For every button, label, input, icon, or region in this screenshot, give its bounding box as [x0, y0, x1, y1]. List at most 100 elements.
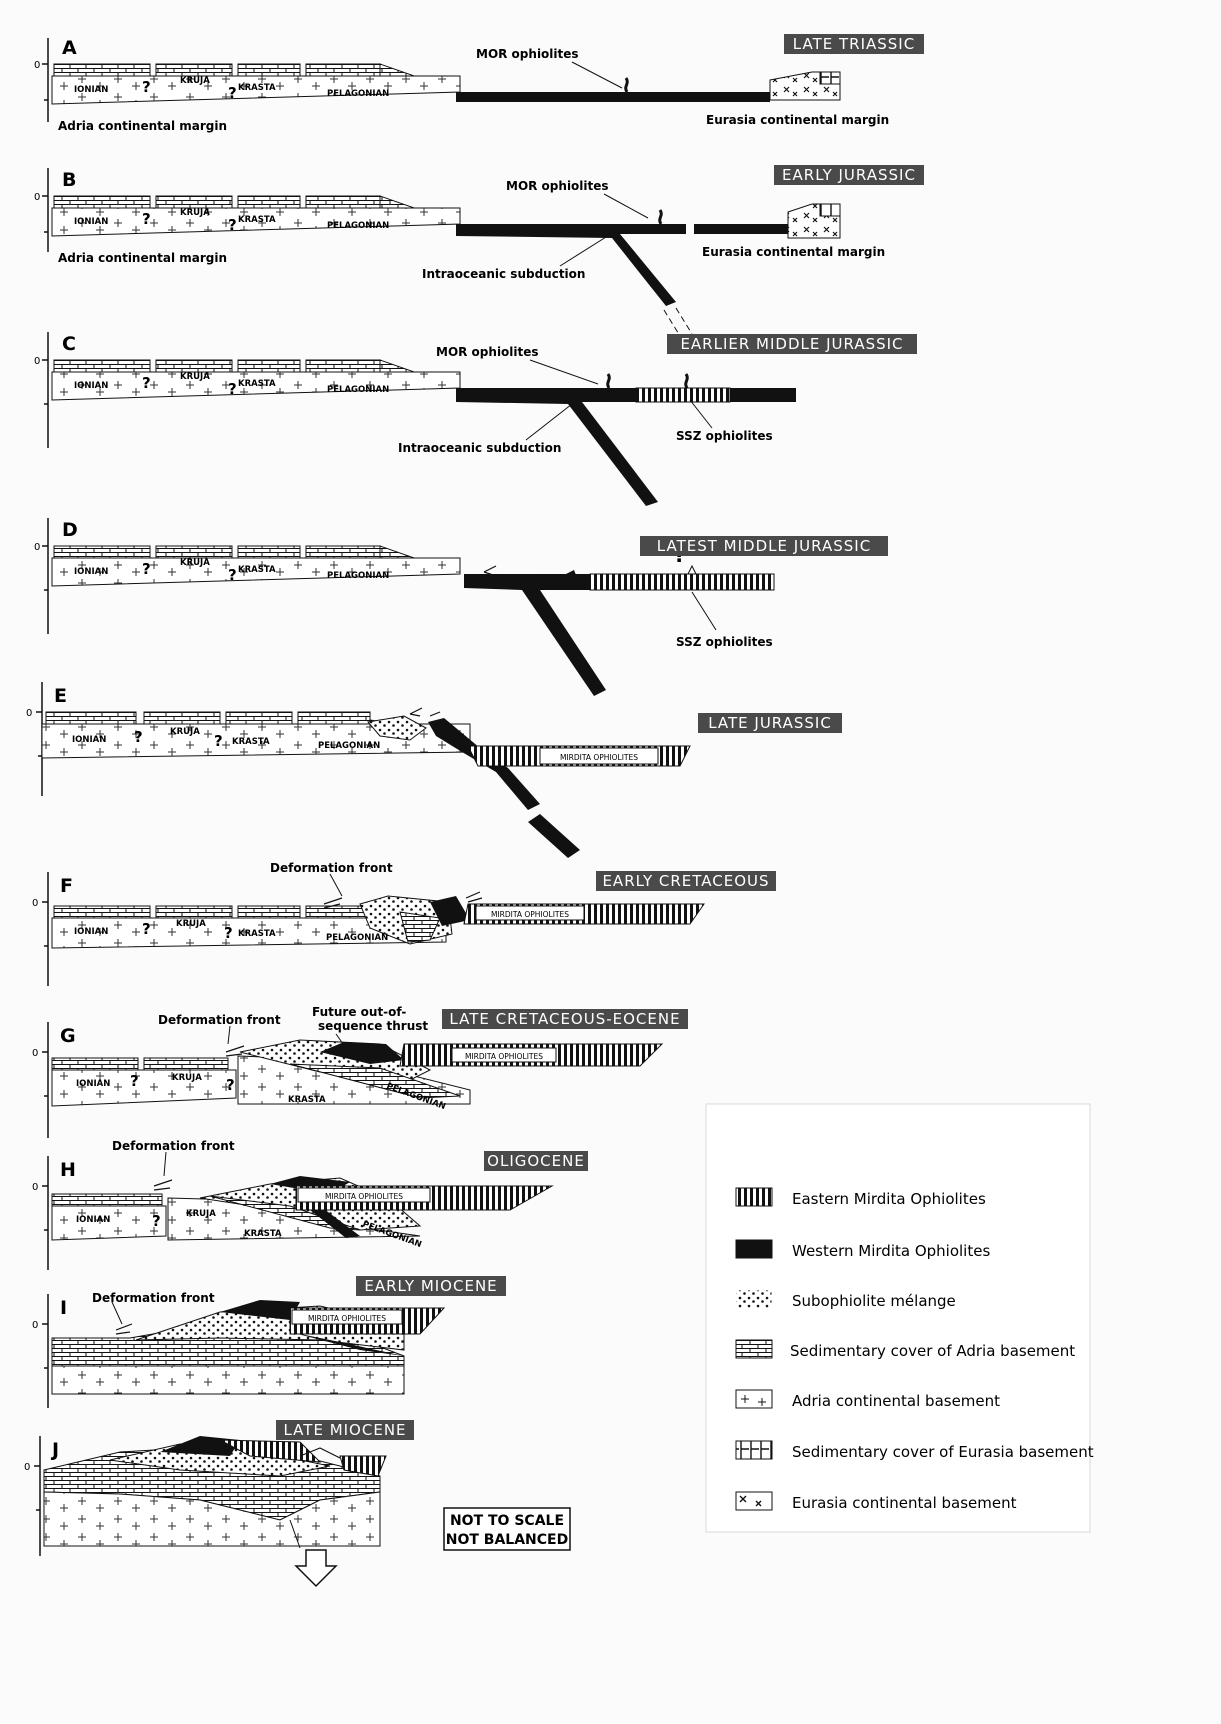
legend-item: Eurasia continental basement [735, 1491, 1017, 1512]
legend-item: Eastern Mirdita Ophiolites [735, 1187, 986, 1208]
western-ophiolites-swatch [735, 1239, 773, 1259]
unknown-mark: ? [228, 566, 237, 584]
depth-axis [42, 872, 49, 986]
unit-label: IONIAN [76, 1079, 110, 1089]
annotation: MOR ophiolites [506, 179, 609, 193]
unit-label: PELAGONIAN [327, 89, 389, 99]
depth-axis [42, 38, 49, 122]
depth-axis [42, 518, 49, 634]
unknown-mark: ? [226, 1076, 235, 1094]
stage-letter: B [62, 169, 76, 191]
annotation: Eurasia continental margin [702, 245, 885, 259]
depth-axis [42, 168, 49, 252]
legend-label: Subophiolite mélange [792, 1292, 956, 1310]
legend-item: Adria continental basement [735, 1389, 1000, 1410]
stage-tag: LATE JURASSIC [708, 714, 832, 732]
legend-label: Eurasia continental basement [792, 1494, 1017, 1512]
annotation: Eurasia continental margin [706, 113, 889, 127]
stage-tag: OLIGOCENE [487, 1152, 585, 1170]
stage-tag-bg [484, 1151, 588, 1171]
stage-tag: LATE CRETACEOUS-EOCENE [449, 1010, 680, 1028]
depth-axis [36, 682, 43, 796]
annotation: Deformation front [270, 861, 393, 875]
stage-tag: LATE MIOCENE [283, 1421, 406, 1439]
adria-cover-swatch [735, 1339, 773, 1359]
stage-tag-bg [276, 1420, 414, 1440]
stage-tag-bg [698, 713, 842, 733]
unit-label: KRUJA [180, 558, 210, 568]
stage-letter: C [62, 333, 76, 355]
legend-item: Subophiolite mélange [735, 1289, 956, 1310]
zero-label: 0 [32, 1320, 38, 1331]
stage-tag: EARLY CRETACEOUS [602, 872, 769, 890]
annotation: Intraoceanic subduction [398, 441, 561, 455]
stage-tag-bg [596, 871, 776, 891]
unit-label: KRUJA [180, 208, 210, 218]
unit-label: MIRDITA OPHIOLITES [465, 1052, 543, 1061]
unknown-mark: ? [130, 1072, 139, 1090]
unknown-mark: ? [224, 924, 233, 942]
zero-label: 0 [34, 542, 40, 553]
annotation: SSZ ophiolites [676, 635, 773, 649]
stage-tag-bg [356, 1276, 506, 1296]
unit-label: IONIAN [74, 217, 108, 227]
zero-label: 0 [24, 1462, 30, 1473]
unit-label: KRASTA [288, 1095, 326, 1105]
unit-label: IONIAN [74, 85, 108, 95]
unit-label: KRASTA [238, 565, 276, 575]
stage-tag-bg [667, 334, 917, 354]
unknown-mark: ? [142, 374, 151, 392]
panel-f: 0 F MIRDITA OPHIOLITES Deformation front… [32, 861, 776, 986]
legend-box [705, 1103, 1091, 1533]
unit-label: KRASTA [232, 737, 270, 747]
zero-label: 0 [34, 192, 40, 203]
zero-label: 0 [34, 356, 40, 367]
unknown-mark: ? [142, 78, 151, 96]
annotation: Deformation front [158, 1013, 281, 1027]
stage-letter: H [60, 1159, 76, 1181]
unknown-mark: ? [228, 84, 237, 102]
eurasia-cover-swatch [735, 1440, 773, 1460]
zero-label: 0 [32, 1048, 38, 1059]
panel-d: 0 D ? IONIAN KRUJA KRASTA PELAGONIAN ? ?… [34, 518, 888, 696]
unit-label: KRASTA [244, 1229, 282, 1239]
stage-letter: A [62, 37, 77, 59]
unknown-mark: ? [134, 728, 143, 746]
depth-axis [42, 1294, 49, 1408]
stage-letter: F [60, 875, 73, 897]
legend-item: Western Mirdita Ophiolites [735, 1239, 990, 1260]
legend-label: Sedimentary cover of Eurasia basement [792, 1443, 1094, 1461]
annotation: MOR ophiolites [436, 345, 539, 359]
melange-swatch [735, 1289, 773, 1309]
stage-letter: J [50, 1439, 59, 1461]
annotation: MOR ophiolites [476, 47, 579, 61]
unit-label: KRUJA [180, 372, 210, 382]
unit-label: KRUJA [180, 76, 210, 86]
unknown-mark: ? [214, 732, 223, 750]
stage-tag-bg [784, 34, 924, 54]
stage-tag: EARLIER MIDDLE JURASSIC [680, 335, 903, 353]
unit-label: MIRDITA OPHIOLITES [308, 1314, 386, 1323]
unknown-mark: ? [228, 380, 237, 398]
annotation: Adria continental margin [58, 251, 227, 265]
annotation: SSZ ophiolites [676, 429, 773, 443]
panel-i: 0 I MIRDITA OPHIOLITES Deformation front… [32, 1276, 506, 1408]
zero-label: 0 [26, 708, 32, 719]
stage-tag: LATEST MIDDLE JURASSIC [657, 537, 871, 555]
unit-label: KRUJA [172, 1073, 202, 1083]
zero-label: 0 [32, 898, 38, 909]
annotation: Deformation front [92, 1291, 215, 1305]
unit-label: KRUJA [170, 727, 200, 737]
unit-label: KRASTA [238, 83, 276, 93]
depth-axis [42, 1156, 49, 1270]
legend-label: Sedimentary cover of Adria basement [790, 1342, 1075, 1360]
adria-basement-swatch [735, 1389, 773, 1409]
stage-tag: LATE TRIASSIC [793, 35, 915, 53]
legend-label: Adria continental basement [792, 1392, 1000, 1410]
depth-axis [42, 1022, 49, 1138]
unit-label: MIRDITA OPHIOLITES [560, 753, 638, 762]
unit-label: KRUJA [186, 1209, 216, 1219]
stage-letter: I [60, 1297, 67, 1319]
stage-letter: D [62, 519, 78, 541]
panel-b: 0 B IONIAN KRUJA KRASTA PELAGONIAN ? ? M… [34, 165, 924, 337]
